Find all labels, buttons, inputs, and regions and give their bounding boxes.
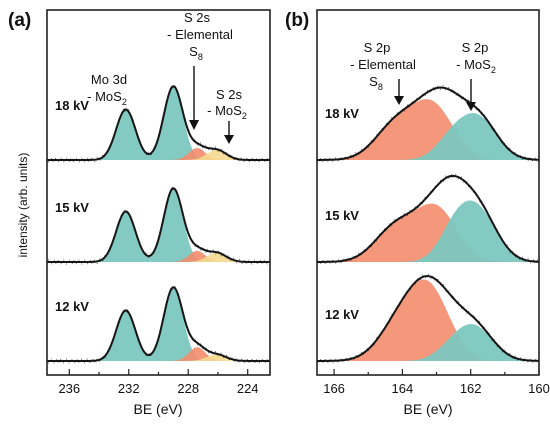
spectrum-0-0: 18 kV [46,84,271,163]
x-tick-label: 160 [528,381,550,396]
annot-s2p-mos2-line2: - MoS2 [456,57,496,75]
panel-a-x-axis-title: BE (eV) [133,401,182,417]
fit-envelope [317,275,539,362]
panel-a-frame [46,9,271,376]
series-label: 15 kV [325,208,359,223]
panel-a-label: (a) [8,10,31,31]
series-label: 15 kV [55,200,89,215]
raw-data-points [317,273,540,364]
spectrum-1-2: 12 kV [317,273,540,364]
spectrum-0-2: 12 kV [46,285,271,364]
annot-s2p-elemental-line2: - Elemental [350,57,416,72]
raw-data-points [46,84,271,163]
component-mos2 [317,324,539,361]
annot-s2p-elemental-line3: S8 [369,74,383,92]
component-s2s_mos2 [47,354,270,361]
panel-b-frame [316,9,540,376]
x-tick-label: 162 [460,381,482,396]
component-elemental [317,279,539,361]
annot-s2p-elemental-line1: S 2p [364,40,391,55]
panel-a-y-axis-label: intensity (arb. units) [16,153,30,258]
fit-envelope [47,85,270,161]
component-s2s_mos2 [47,252,270,262]
annot-s2s-mos2-arrowhead [224,135,234,144]
spectrum-1-1: 15 kV [316,173,540,265]
fit-envelope [317,174,540,263]
annot-s2p-mos2-line1: S 2p [462,40,489,55]
panel-b-s2p: (b) 18 kV 15 kV 12 kV 166 164 162 160 BE (eV)… [285,9,550,417]
fit-envelope [317,86,540,161]
component-mos2 [317,200,539,262]
component-s2s_mos2 [47,149,270,160]
panel-b-x-axis-title: BE (eV) [403,401,452,417]
spectrum-1-0: 18 kV [316,84,540,163]
x-tick-label: 236 [58,381,80,396]
component-mos2 [317,113,539,160]
spectrum-0-1: 15 kV [46,186,271,265]
annot-s2s-elemental-line1: S 2s [184,10,211,25]
annot-s2p-mos2-arrowhead [466,102,476,111]
x-tick-label: 166 [323,381,345,396]
annot-s2s-mos2-line2: - MoS2 [207,103,247,121]
annot-s2p-elemental-arrowhead [394,96,404,105]
component-mos2 [47,86,270,160]
component-mos2 [47,287,270,361]
annot-s2s-elemental-line3: S8 [189,44,203,62]
component-elemental [317,99,539,160]
annot-s2s-elemental-arrowhead [189,120,199,130]
annot-s2s-mos2-line1: S 2s [216,87,243,102]
series-label: 12 kV [55,299,89,314]
x-tick-label: 232 [118,381,140,396]
series-label: 12 kV [325,307,359,322]
component-mos2 [47,188,270,262]
panel-b-label: (b) [285,10,309,31]
raw-data-points [46,285,271,364]
raw-data-points [46,186,271,265]
annot-mo3d-line2: - MoS2 [87,89,127,107]
annot-s2s-elemental-line2: - Elemental [167,27,233,42]
series-label: 18 kV [55,98,89,113]
x-tick-label: 224 [237,381,259,396]
component-elemental [317,203,539,262]
x-tick-label: 228 [177,381,199,396]
annot-mo3d-line1: Mo 3d [91,72,127,87]
x-tick-label: 164 [392,381,414,396]
panel-a-mo3d-s2s: (a) intensity (arb. units) 18 kV 15 kV 12 … [8,9,271,417]
series-label: 18 kV [325,106,359,121]
